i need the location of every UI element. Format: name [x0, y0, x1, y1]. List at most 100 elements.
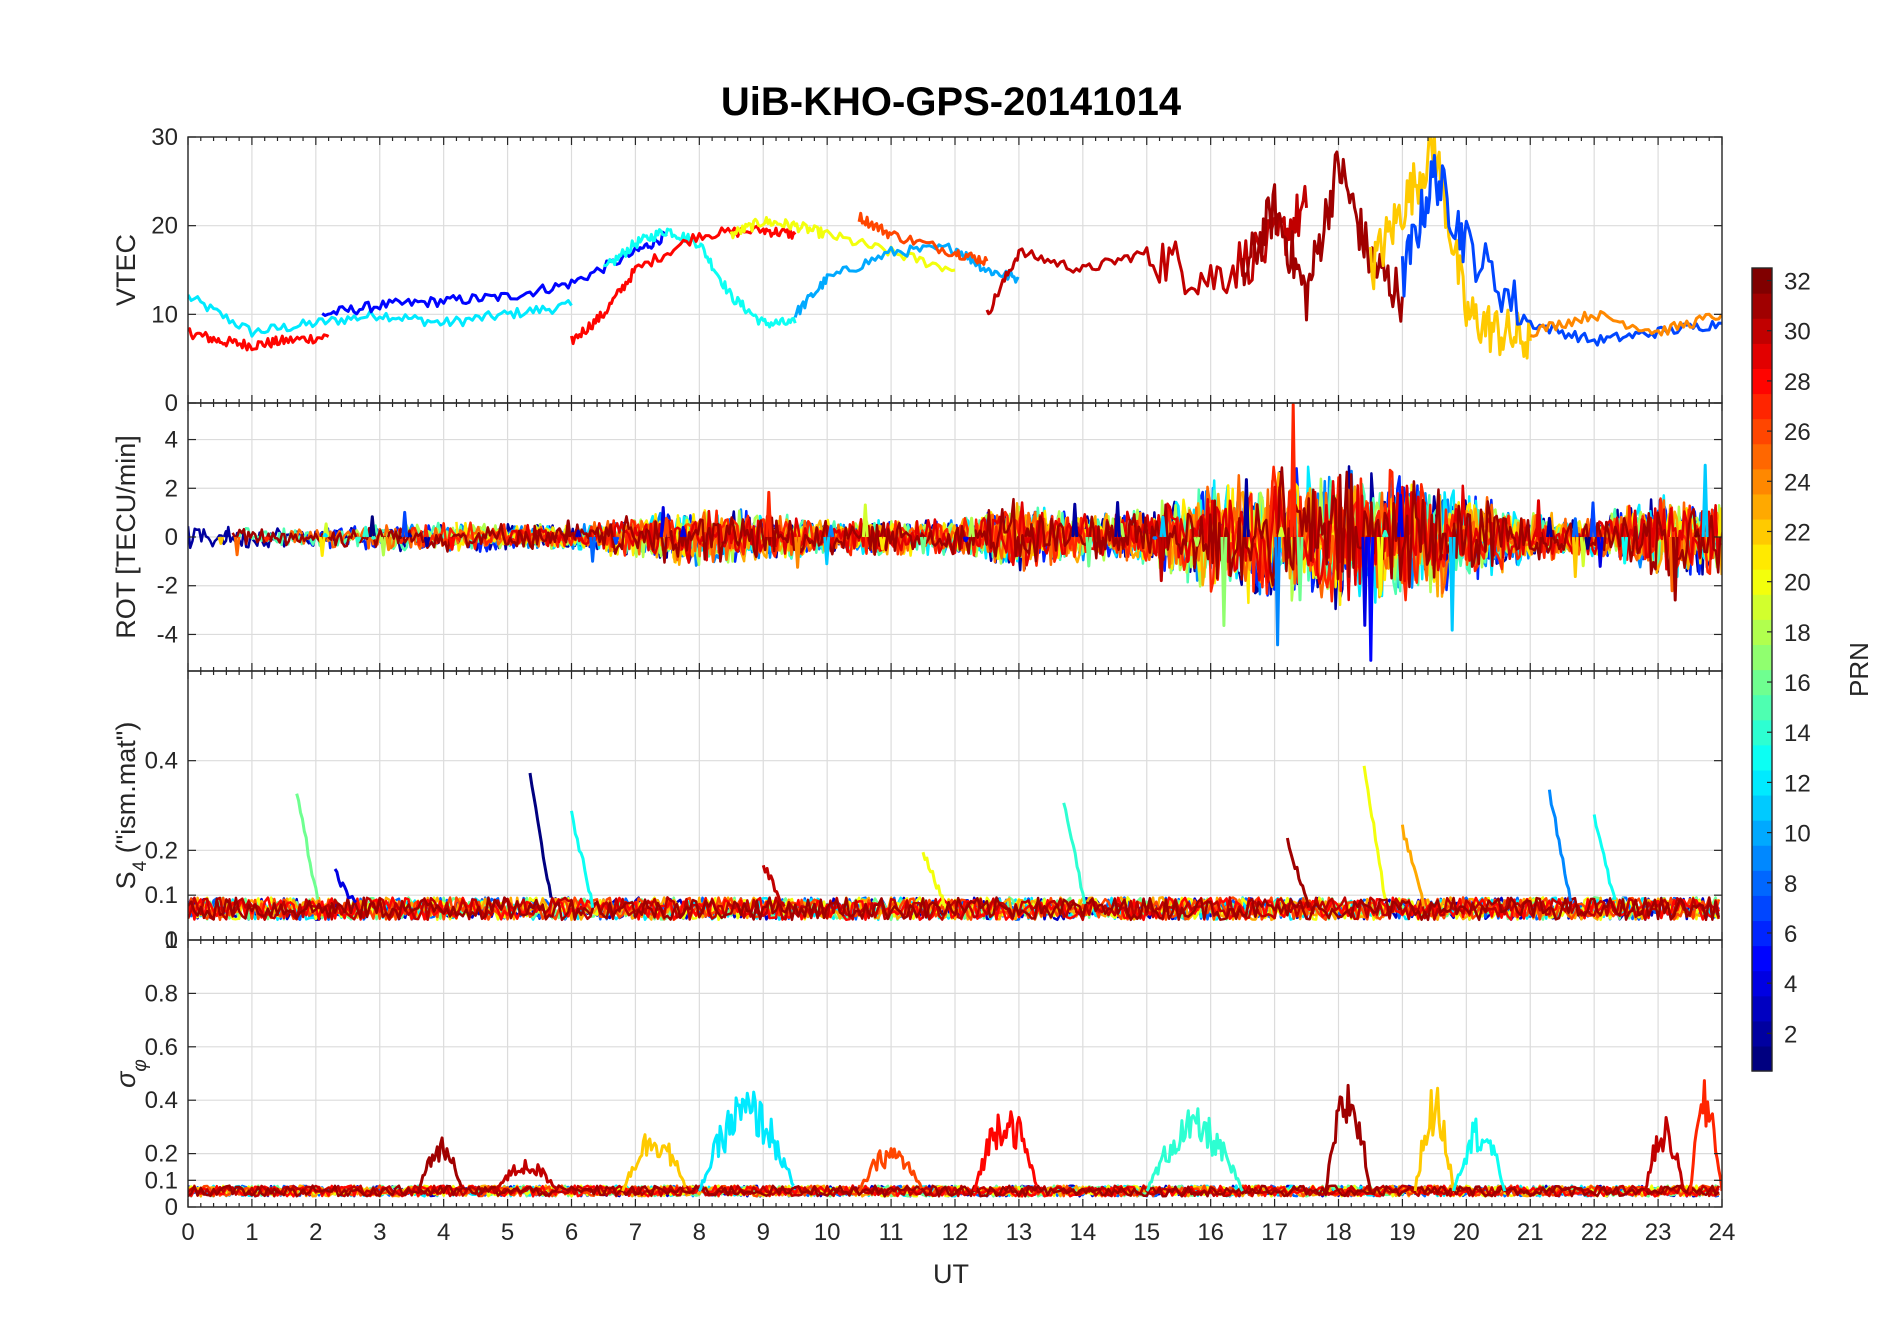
y-tick-label: 4: [165, 427, 178, 454]
x-tick-label: 18: [1325, 1219, 1352, 1246]
y-tick-label: 0.2: [145, 1141, 178, 1168]
series-line-prn-29: [1024, 536, 1031, 544]
series-line-prn-22: [217, 536, 225, 545]
y-tick-label: 1: [165, 927, 178, 954]
chart-title: UiB-KHO-GPS-20141014: [721, 80, 1182, 124]
series-line-prn-11: [1159, 515, 1167, 538]
x-tick-label: 21: [1517, 1219, 1544, 1246]
colorbar-tick-label: 30: [1784, 319, 1811, 346]
series-line-prn-13: [1592, 814, 1617, 901]
x-tick-label: 5: [501, 1219, 514, 1246]
colorbar-segment: [1752, 719, 1772, 746]
y-tick-label: 0.1: [145, 882, 178, 909]
series-line-prn-1: [368, 515, 376, 538]
colorbar-segment: [1752, 619, 1772, 646]
series-line-prn-31: [1024, 527, 1031, 538]
series-line-prn-24: [1529, 310, 1722, 338]
y-tick-label: 0.1: [145, 1167, 178, 1194]
x-tick-label: 20: [1453, 1219, 1480, 1246]
colorbar-segment: [1752, 318, 1772, 344]
series-line-prn-1: [528, 772, 553, 898]
y-tick-label: 0.2: [145, 837, 178, 864]
series-line-prn-20: [1376, 536, 1384, 597]
series-line-prn-7: [612, 536, 620, 545]
x-tick-label: 11: [879, 1219, 904, 1246]
colorbar-segment: [1752, 569, 1772, 595]
colorbar-tick-label: 24: [1784, 469, 1811, 496]
series-line-prn-5: [321, 230, 668, 317]
colorbar-segment: [1752, 518, 1772, 545]
series-line-prn-19: [322, 522, 330, 538]
series-line-prn-12: [697, 1090, 795, 1192]
series-line-prn-4: [1397, 493, 1404, 538]
series-line-prn-18: [379, 536, 387, 557]
series-line-prn-14: [1145, 1107, 1244, 1192]
series-line-prn-10: [793, 242, 1020, 318]
y-tick-label: 0.4: [145, 748, 178, 775]
series-line-prn-26: [857, 1147, 923, 1192]
series-line-prn-28: [448, 536, 456, 551]
colorbar-segment: [1752, 468, 1772, 495]
colorbar-segment: [1752, 343, 1772, 369]
series-line-prn-16: [1296, 536, 1304, 602]
x-tick-label: 2: [309, 1219, 322, 1246]
series-line-prn-20: [729, 216, 956, 273]
y-tick-label: 20: [151, 213, 178, 240]
series-line-prn-31: [564, 519, 572, 538]
series-line-prn-9: [1152, 535, 1158, 540]
colorbar-segment: [1752, 794, 1772, 821]
x-tick-label: 4: [437, 1219, 450, 1246]
series-line-prn-30: [493, 1158, 559, 1193]
series-line-prn-4: [679, 525, 687, 538]
series-line-prn-32: [397, 535, 403, 539]
y-tick-label: -4: [157, 621, 178, 648]
series-line-prn-20: [921, 851, 946, 907]
series-line-prn-14: [1062, 802, 1087, 905]
series-line-prn-26: [663, 517, 670, 538]
series-line-prn-20: [1362, 765, 1387, 900]
x-tick-label: 13: [1006, 1219, 1033, 1246]
series-line-prn-14: [362, 525, 370, 538]
series-line-prn-13: [570, 810, 595, 908]
x-tick-label: 8: [693, 1219, 706, 1246]
series-line-prn-11: [823, 536, 831, 566]
series-line-prn-28: [570, 224, 797, 346]
series-line-prn-5: [1367, 536, 1375, 662]
series-line-prn-4: [962, 536, 970, 543]
series-line-prn-24: [794, 536, 801, 569]
series-line-prn-21: [1717, 507, 1722, 538]
colorbar-segment: [1752, 268, 1772, 294]
y-axis-label: ROT [TECU/min]: [111, 435, 141, 639]
series-group: [188, 137, 1722, 360]
colorbar-segment: [1752, 443, 1772, 470]
series-line-prn-12: [188, 294, 573, 338]
series-line-prn-13: [1452, 1117, 1507, 1192]
colorbar-segment: [1752, 594, 1772, 620]
series-line-prn-27: [1289, 403, 1297, 538]
series-line-prn-31: [1285, 837, 1310, 909]
colorbar-tick-label: 20: [1784, 570, 1811, 597]
x-tick-label: 0: [181, 1219, 194, 1246]
colorbar-tick-label: 14: [1784, 720, 1811, 747]
x-tick-label: 12: [942, 1219, 969, 1246]
series-line-prn-26: [857, 211, 989, 266]
series-line-prn-2: [1114, 501, 1121, 538]
y-axis-label: VTEC: [111, 234, 141, 306]
series-line-prn-22: [1369, 137, 1532, 360]
series-line-prn-9: [827, 524, 835, 538]
series-line-prn-19: [1277, 526, 1285, 538]
series-line-prn-4: [1596, 536, 1604, 568]
x-tick-label: 19: [1389, 1219, 1416, 1246]
x-tick-label: 24: [1709, 1219, 1736, 1246]
x-tick-label: 14: [1069, 1219, 1096, 1246]
panel-4: 00.10.20.40.60.810 1 2 3 4 5 6 7 8 9 10 11 12 13 14 15 1…: [111, 927, 1735, 1246]
colorbar-segment: [1752, 493, 1772, 520]
series-line-prn-11: [1448, 536, 1456, 632]
colorbar-tick-label: 6: [1784, 921, 1797, 948]
x-tick-label: 9: [757, 1219, 770, 1246]
series-line-prn-27: [263, 536, 271, 543]
series-line-prn-14: [1381, 529, 1389, 538]
colorbar-segment: [1752, 995, 1772, 1022]
